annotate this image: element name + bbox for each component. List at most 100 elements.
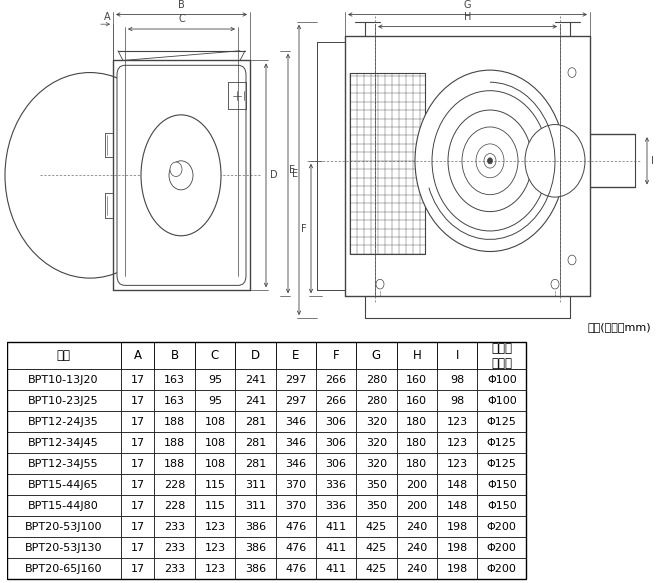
Bar <box>316 537 356 558</box>
Bar <box>120 412 155 433</box>
Bar <box>477 474 526 495</box>
Text: 180: 180 <box>407 438 428 448</box>
Text: 17: 17 <box>130 480 145 490</box>
Text: 320: 320 <box>366 417 387 427</box>
Bar <box>276 391 316 412</box>
Bar <box>195 391 235 412</box>
Text: 17: 17 <box>130 375 145 385</box>
Bar <box>477 495 526 516</box>
Text: 476: 476 <box>285 564 306 574</box>
Text: 336: 336 <box>326 480 346 490</box>
Bar <box>477 342 526 370</box>
Bar <box>276 412 316 433</box>
Bar <box>437 370 477 391</box>
Bar <box>195 495 235 516</box>
Bar <box>195 537 235 558</box>
Bar <box>195 370 235 391</box>
Bar <box>155 516 195 537</box>
Bar <box>397 558 437 579</box>
Text: 241: 241 <box>245 396 266 406</box>
Text: 200: 200 <box>407 480 428 490</box>
Bar <box>120 495 155 516</box>
Text: 160: 160 <box>407 375 427 385</box>
Text: 123: 123 <box>447 459 468 469</box>
Bar <box>356 537 397 558</box>
Text: A: A <box>134 349 141 362</box>
Text: BPT15-44J80: BPT15-44J80 <box>28 501 99 511</box>
Text: 241: 241 <box>245 375 266 385</box>
Text: 240: 240 <box>406 522 428 532</box>
Text: 98: 98 <box>450 375 464 385</box>
Bar <box>397 516 437 537</box>
Text: BPT20-53J130: BPT20-53J130 <box>25 543 102 553</box>
Bar <box>195 433 235 454</box>
Text: 180: 180 <box>407 459 428 469</box>
Text: 370: 370 <box>285 501 306 511</box>
Text: G: G <box>464 0 471 10</box>
Bar <box>437 391 477 412</box>
Text: 386: 386 <box>245 564 266 574</box>
Text: 163: 163 <box>164 396 185 406</box>
Circle shape <box>169 161 193 190</box>
Bar <box>316 454 356 474</box>
Text: Φ125: Φ125 <box>486 459 517 469</box>
Text: 346: 346 <box>285 438 306 448</box>
Text: 160: 160 <box>407 396 427 406</box>
Text: BPT10-23J25: BPT10-23J25 <box>28 396 99 406</box>
Circle shape <box>525 125 585 197</box>
Text: 425: 425 <box>366 564 387 574</box>
Text: 306: 306 <box>326 438 346 448</box>
Text: BPT20-53J100: BPT20-53J100 <box>25 522 102 532</box>
Text: 17: 17 <box>130 501 145 511</box>
Bar <box>7 342 120 370</box>
Bar <box>235 516 276 537</box>
Text: 188: 188 <box>164 417 185 427</box>
Bar <box>397 474 437 495</box>
Bar <box>155 433 195 454</box>
Text: Φ125: Φ125 <box>486 438 517 448</box>
Bar <box>120 433 155 454</box>
Bar <box>120 370 155 391</box>
Bar <box>155 391 195 412</box>
Bar <box>397 391 437 412</box>
Circle shape <box>551 279 559 289</box>
Bar <box>477 433 526 454</box>
Text: G: G <box>372 349 381 362</box>
Bar <box>437 537 477 558</box>
Circle shape <box>5 72 175 278</box>
Bar <box>356 370 397 391</box>
Text: 200: 200 <box>407 501 428 511</box>
Bar <box>235 433 276 454</box>
Text: BPT10-13J20: BPT10-13J20 <box>28 375 99 385</box>
Bar <box>276 537 316 558</box>
Text: 266: 266 <box>325 396 346 406</box>
Text: 17: 17 <box>130 438 145 448</box>
Text: 311: 311 <box>245 501 266 511</box>
Text: 108: 108 <box>204 438 225 448</box>
Circle shape <box>415 70 565 251</box>
Text: D: D <box>251 349 260 362</box>
Bar <box>7 412 120 433</box>
Bar <box>120 474 155 495</box>
Bar <box>316 370 356 391</box>
Text: 266: 266 <box>325 375 346 385</box>
Text: Φ100: Φ100 <box>487 396 517 406</box>
Bar <box>316 474 356 495</box>
Bar <box>120 558 155 579</box>
Text: 95: 95 <box>208 396 222 406</box>
Text: 17: 17 <box>130 459 145 469</box>
Text: Φ100: Φ100 <box>487 375 517 385</box>
Text: D: D <box>270 170 278 180</box>
Text: 17: 17 <box>130 564 145 574</box>
Bar <box>276 558 316 579</box>
Bar <box>477 516 526 537</box>
Text: 297: 297 <box>285 375 307 385</box>
Text: 198: 198 <box>447 522 468 532</box>
Circle shape <box>476 144 504 178</box>
Text: B: B <box>171 349 178 362</box>
Text: 425: 425 <box>366 522 387 532</box>
Bar <box>437 433 477 454</box>
Text: 411: 411 <box>325 522 346 532</box>
Bar <box>155 537 195 558</box>
Text: 411: 411 <box>325 543 346 553</box>
